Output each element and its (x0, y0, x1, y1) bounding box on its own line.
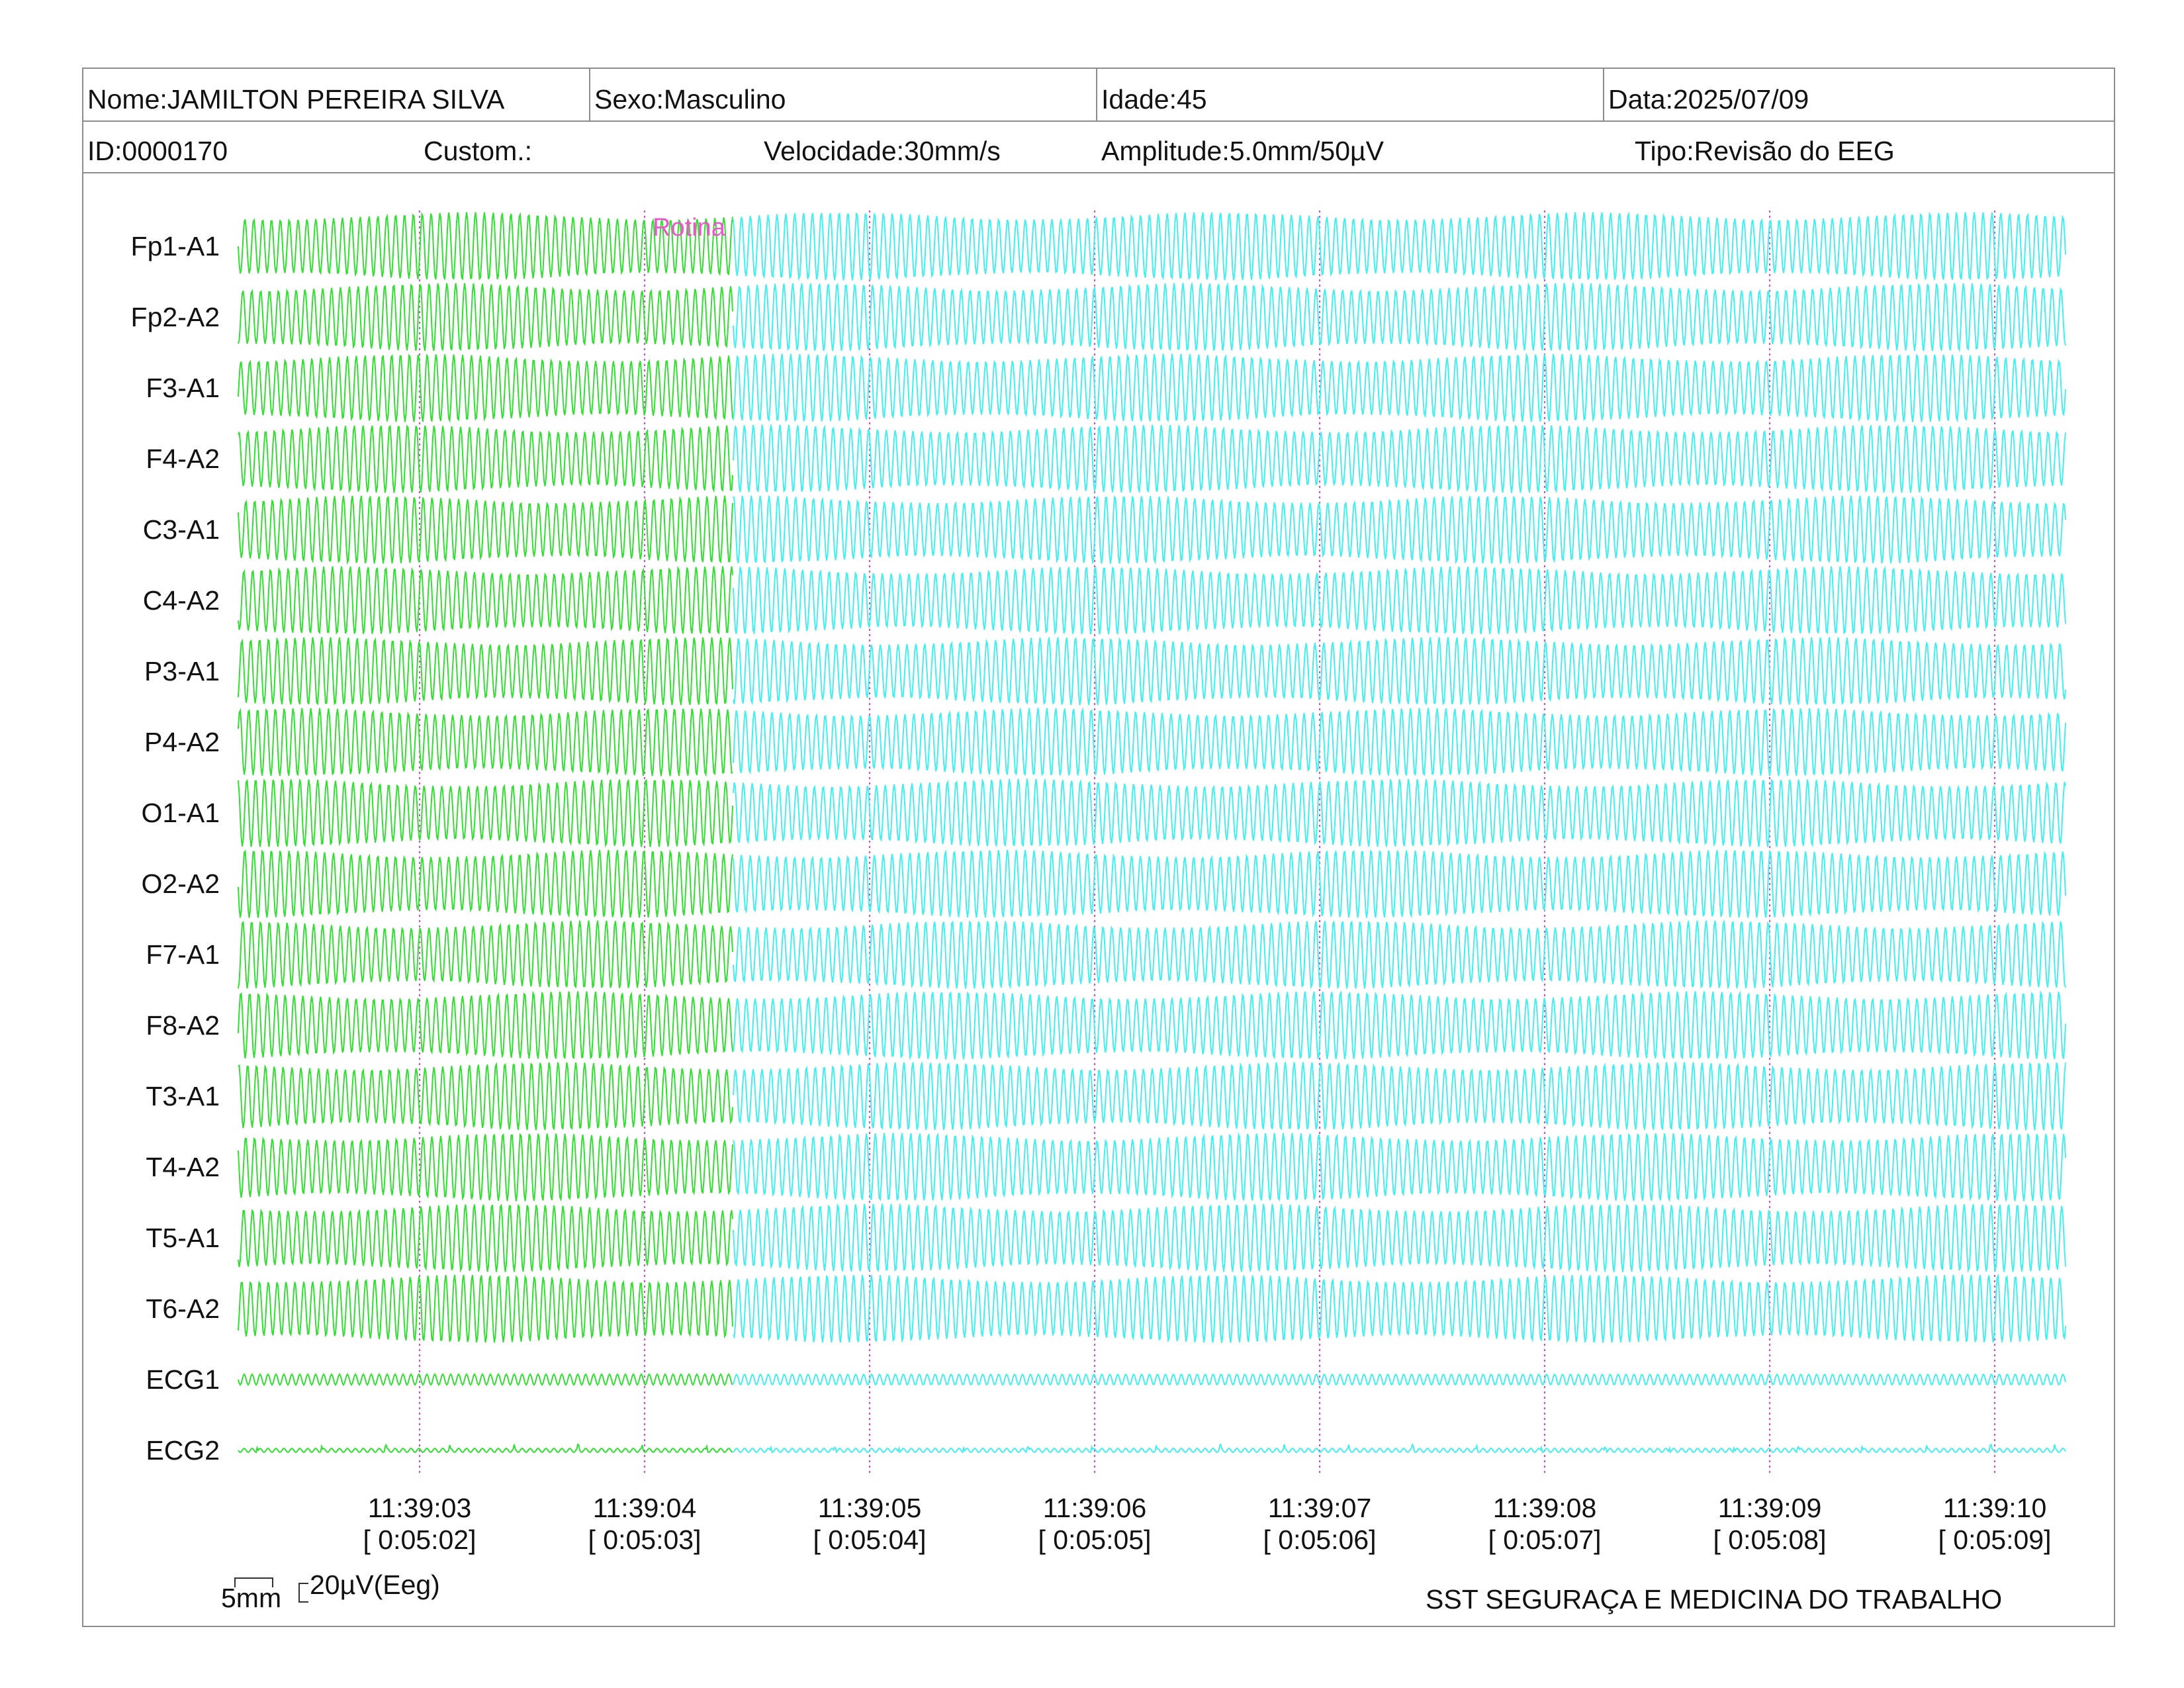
eeg-trace-f4-a2-segment1 (238, 424, 733, 494)
eeg-trace-t4-a2-segment1 (238, 1133, 733, 1202)
eeg-trace-o2-a2-segment2 (733, 849, 2066, 919)
eeg-trace-ecg2-segment1 (238, 1443, 733, 1454)
eeg-trace-t3-a1-segment2 (733, 1061, 2066, 1131)
header-cell-divider (1603, 69, 1604, 120)
eeg-trace-o1-a1-segment2 (733, 778, 2066, 848)
eeg-trace-p3-a1-segment2 (733, 636, 2066, 706)
channel-label: F3-A1 (146, 373, 220, 403)
eeg-trace-f8-a2-segment1 (238, 990, 733, 1060)
time-scale-label: 5mm (221, 1583, 281, 1613)
eeg-trace-o2-a2-segment1 (238, 849, 733, 918)
patient-name: Nome:JAMILTON PEREIRA SILVA (87, 84, 505, 115)
speed-setting: Velocidade:30mm/s (764, 136, 1001, 166)
time-tick-label: 11:39:07 (1268, 1493, 1372, 1523)
time-tick-label: 11:39:04 (593, 1493, 697, 1523)
eeg-trace-p3-a1-segment1 (238, 635, 733, 706)
channel-label: C3-A1 (143, 514, 220, 545)
eeg-trace-f7-a1-segment1 (238, 920, 733, 989)
elapsed-tick-label: [ 0:05:02] (363, 1524, 477, 1555)
eeg-trace-f3-a1-segment2 (733, 352, 2066, 423)
time-tick-label: 11:39:06 (1043, 1493, 1147, 1523)
time-tick-label: 11:39:03 (368, 1493, 472, 1523)
eeg-trace-f7-a1-segment2 (733, 920, 2066, 990)
channel-label: T4-A2 (146, 1152, 220, 1182)
eeg-trace-f8-a2-segment2 (733, 990, 2066, 1060)
channel-label: C4-A2 (143, 585, 220, 616)
exam-date: Data:2025/07/09 (1608, 84, 1809, 115)
eeg-trace-c4-a2-segment1 (238, 565, 733, 635)
eeg-trace-ecg1-segment2 (733, 1373, 2066, 1386)
eeg-trace-p4-a2-segment2 (733, 707, 2066, 776)
channel-label: P3-A1 (144, 656, 220, 686)
eeg-trace-t3-a1-segment1 (238, 1062, 733, 1131)
amplitude-setting: Amplitude:5.0mm/50µV (1101, 136, 1384, 166)
eeg-trace-c4-a2-segment2 (733, 565, 2066, 635)
elapsed-tick-label: [ 0:05:06] (1263, 1524, 1377, 1555)
eeg-trace-t4-a2-segment2 (733, 1132, 2066, 1203)
elapsed-tick-label: [ 0:05:05] (1038, 1524, 1152, 1555)
eeg-trace-ecg1-segment1 (238, 1373, 733, 1386)
footer-company: SST SEGURAÇA E MEDICINA DO TRABALHO (1426, 1584, 2003, 1615)
time-tick-label: 11:39:10 (1943, 1493, 2047, 1523)
header-cell-divider (1096, 69, 1097, 120)
amplitude-scale-label: 20µV(Eeg) (310, 1570, 440, 1600)
time-tick-label: 11:39:09 (1718, 1493, 1822, 1523)
channel-label: F4-A2 (146, 444, 220, 474)
eeg-trace-t5-a1-segment1 (238, 1203, 733, 1273)
channel-label: ECG1 (146, 1364, 220, 1395)
eeg-trace-p4-a2-segment1 (238, 708, 733, 777)
elapsed-tick-label: [ 0:05:07] (1488, 1524, 1602, 1555)
channel-label: F8-A2 (146, 1010, 220, 1041)
channel-label: T3-A1 (146, 1081, 220, 1111)
elapsed-tick-label: [ 0:05:03] (588, 1524, 702, 1555)
eeg-trace-t5-a1-segment2 (733, 1203, 2066, 1274)
eeg-trace-fp2-a2-segment2 (733, 282, 2066, 353)
patient-age: Idade:45 (1101, 84, 1207, 115)
channel-label: ECG2 (146, 1435, 220, 1466)
header-divider (83, 120, 2114, 122)
eeg-trace-fp2-a2-segment1 (238, 283, 733, 352)
header-bottom-border (83, 172, 2114, 173)
eeg-trace-f3-a1-segment1 (238, 353, 733, 423)
eeg-trace-ecg2-segment2 (733, 1443, 2066, 1454)
custom-field: Custom.: (424, 136, 533, 166)
eeg-trace-fp1-a1-segment2 (733, 211, 2066, 281)
patient-sex: Sexo:Masculino (594, 84, 786, 115)
elapsed-tick-label: [ 0:05:08] (1713, 1524, 1827, 1555)
eeg-trace-f4-a2-segment2 (733, 424, 2066, 494)
elapsed-tick-label: [ 0:05:04] (813, 1524, 927, 1555)
eeg-trace-t6-a2-segment2 (733, 1273, 2066, 1344)
header-cell-divider (589, 69, 590, 120)
channel-label: Fp2-A2 (131, 302, 220, 332)
eeg-trace-c3-a1-segment2 (733, 495, 2066, 565)
elapsed-tick-label: [ 0:05:09] (1938, 1524, 2052, 1555)
eeg-trace-c3-a1-segment1 (238, 495, 733, 565)
patient-id: ID:0000170 (87, 136, 228, 166)
annotation-label: Rotina (653, 214, 726, 242)
channel-label: T5-A1 (146, 1223, 220, 1253)
channel-label: O2-A2 (142, 868, 220, 899)
report-frame (82, 68, 2115, 1627)
channel-label: F7-A1 (146, 939, 220, 970)
channel-label: Fp1-A1 (131, 231, 220, 261)
time-tick-label: 11:39:08 (1493, 1493, 1597, 1523)
eeg-trace-o1-a1-segment1 (238, 778, 733, 848)
time-tick-label: 11:39:05 (818, 1493, 922, 1523)
channel-label: O1-A1 (142, 798, 220, 828)
exam-type: Tipo:Revisão do EEG (1635, 136, 1895, 166)
eeg-trace-t6-a2-segment1 (238, 1274, 733, 1343)
eeg-trace-fp1-a1-segment1 (238, 211, 733, 281)
channel-label: T6-A2 (146, 1293, 220, 1324)
time-scale-bar (234, 1577, 273, 1587)
channel-label: P4-A2 (144, 727, 220, 757)
amplitude-scale-bar (298, 1583, 308, 1603)
